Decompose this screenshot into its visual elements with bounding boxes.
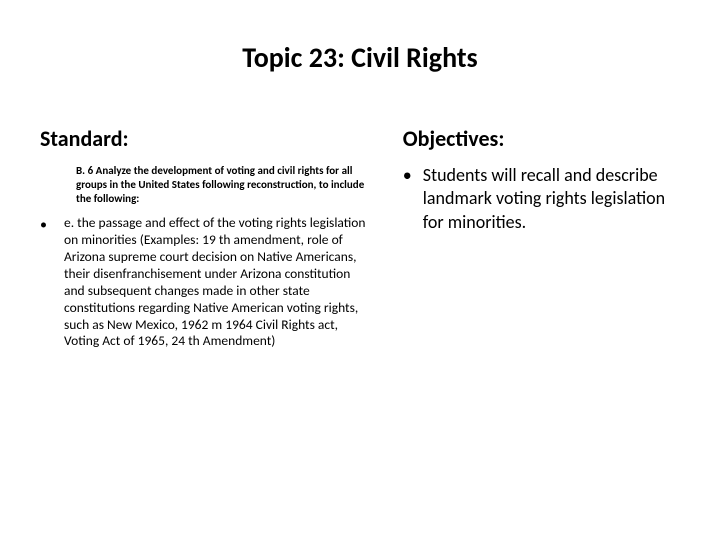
content-columns: Standard: B. 6 Analyze the development o…: [40, 125, 680, 350]
objectives-column: Objectives: • Students will recall and d…: [403, 125, 680, 350]
standard-intro: B. 6 Analyze the development of voting a…: [76, 164, 373, 205]
standard-bullet-row: • e. the passage and effect of the votin…: [40, 215, 373, 350]
bullet-icon: •: [403, 164, 423, 187]
bullet-icon: •: [40, 215, 64, 234]
standard-heading: Standard:: [40, 125, 373, 152]
objectives-heading: Objectives:: [403, 125, 680, 152]
standard-bullet-text: e. the passage and effect of the voting …: [64, 215, 373, 350]
objectives-bullet-text: Students will recall and describe landma…: [423, 164, 680, 234]
objectives-bullet-row: • Students will recall and describe land…: [403, 164, 680, 234]
slide-title: Topic 23: Civil Rights: [40, 40, 680, 75]
standard-column: Standard: B. 6 Analyze the development o…: [40, 125, 373, 350]
